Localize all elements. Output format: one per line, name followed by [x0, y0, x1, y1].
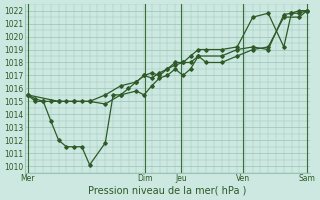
- X-axis label: Pression niveau de la mer( hPa ): Pression niveau de la mer( hPa ): [88, 186, 246, 196]
